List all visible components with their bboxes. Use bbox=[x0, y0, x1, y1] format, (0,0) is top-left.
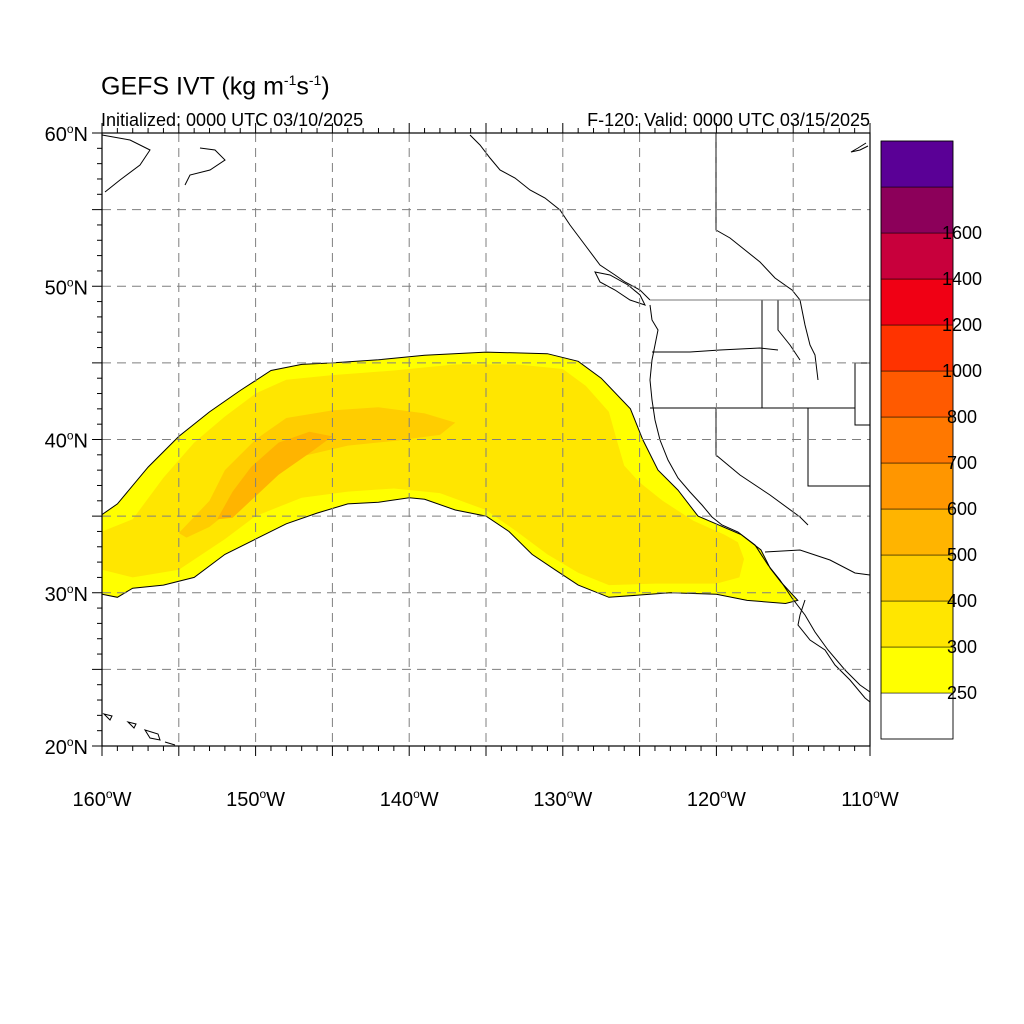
y-tick-label: 20oN bbox=[45, 735, 88, 759]
colorbar-swatch bbox=[880, 324, 954, 372]
colorbar-swatch bbox=[880, 370, 954, 418]
colorbar-label: 250 bbox=[947, 683, 977, 703]
border-id bbox=[761, 300, 801, 408]
state-borders bbox=[650, 299, 870, 576]
colorbar-label: 800 bbox=[947, 407, 977, 427]
colorbar-frame bbox=[880, 140, 954, 740]
colorbar-swatch bbox=[880, 140, 954, 188]
vancouver-island bbox=[594, 271, 646, 306]
alaska-coast bbox=[102, 134, 226, 193]
colorbar-swatch bbox=[880, 278, 954, 326]
ivt-contour-400 bbox=[178, 407, 456, 538]
valid-time-label: F-120: Valid: 0000 UTC 03/15/2025 bbox=[587, 110, 870, 130]
colorbar-swatch bbox=[880, 232, 954, 280]
colorbar-label: 300 bbox=[947, 637, 977, 657]
x-tick-label: 140oW bbox=[380, 787, 439, 811]
title-exp1: -1 bbox=[283, 72, 297, 88]
colorbar-swatch bbox=[880, 692, 954, 740]
colorbar-swatch bbox=[880, 462, 954, 510]
colorbar-swatch bbox=[880, 186, 954, 234]
axis-ticks bbox=[92, 123, 871, 756]
y-tick-label: 60oN bbox=[45, 122, 88, 146]
border-ca-nv bbox=[715, 408, 809, 526]
colorbar-swatch bbox=[880, 554, 954, 602]
colorbar-label: 700 bbox=[947, 453, 977, 473]
colorbar-label: 400 bbox=[947, 591, 977, 611]
x-tick-label: 150oW bbox=[226, 787, 285, 811]
colorbar-label: 1000 bbox=[942, 361, 982, 381]
title-end: ) bbox=[321, 72, 330, 101]
title-exp2: -1 bbox=[308, 72, 322, 88]
title-main: GEFS IVT (kg m bbox=[101, 72, 284, 101]
colorbar-label: 1200 bbox=[942, 315, 982, 335]
border-nv-ut bbox=[807, 408, 870, 487]
ivt-shading bbox=[102, 351, 799, 605]
colorbar-swatch bbox=[880, 416, 954, 464]
colorbar-label: 600 bbox=[947, 499, 977, 519]
y-axis-labels: 60oN 50oN 40oN 30oN 20oN bbox=[45, 122, 88, 759]
x-tick-label: 110oW bbox=[841, 787, 899, 811]
y-tick-label: 30oN bbox=[45, 582, 88, 606]
colorbar-label: 500 bbox=[947, 545, 977, 565]
west-coast-line bbox=[649, 133, 870, 693]
title-mid: s bbox=[296, 72, 309, 101]
colorbar-label: 1600 bbox=[942, 223, 982, 243]
x-axis-labels: 160oW 150oW 140oW 130oW 120oW 110oW bbox=[73, 787, 899, 811]
x-tick-label: 120oW bbox=[687, 787, 746, 811]
bc-coast bbox=[469, 134, 651, 301]
init-time-label: Initialized: 0000 UTC 03/10/2025 bbox=[101, 110, 364, 130]
ivt-contour-500 bbox=[217, 431, 333, 520]
x-tick-label: 160oW bbox=[73, 787, 132, 811]
y-tick-label: 40oN bbox=[45, 429, 88, 453]
ivt-contour-300 bbox=[102, 364, 744, 586]
colorbar-swatch bbox=[880, 600, 954, 648]
colorbar-swatch bbox=[880, 646, 954, 694]
y-tick-label: 50oN bbox=[45, 275, 88, 299]
hawaii-islands bbox=[102, 713, 176, 746]
border-wa-or bbox=[652, 347, 779, 353]
border-co bbox=[854, 362, 870, 426]
colorbar-label: 1400 bbox=[942, 269, 982, 289]
colorbar: 250 300 400 500 600 700 800 1000 1200 1400 1600 bbox=[880, 140, 982, 740]
lat-lon-grid bbox=[102, 133, 870, 746]
chart-title: GEFS IVT (kg m-1s-1) bbox=[101, 72, 330, 101]
border-mexico bbox=[764, 549, 870, 576]
colorbar-swatch bbox=[880, 508, 954, 556]
gulf-of-california-coast bbox=[797, 599, 870, 703]
x-tick-label: 130oW bbox=[533, 787, 592, 811]
